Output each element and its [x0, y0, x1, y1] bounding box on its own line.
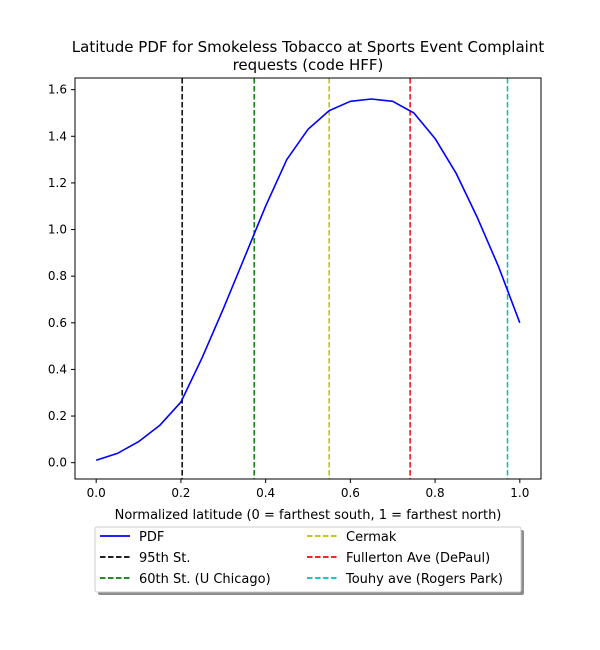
y-tick-label: 1.6 [48, 83, 67, 97]
x-tick-label: 0.4 [256, 486, 275, 500]
plot-area [95, 78, 521, 479]
y-tick-label: 0.4 [48, 362, 67, 376]
x-tick-label: 0.0 [87, 486, 106, 500]
x-tick-label: 0.8 [426, 486, 445, 500]
y-tick-label: 1.2 [48, 176, 67, 190]
legend-label-5: Touhy ave (Rogers Park) [345, 572, 503, 587]
y-tick-label: 1.4 [48, 129, 67, 143]
series-line-0 [95, 98, 521, 462]
legend-label-3: Cermak [346, 530, 397, 545]
x-tick-label: 0.6 [341, 486, 360, 500]
x-axis: 0.0 0.2 0.4 0.6 0.8 1.0 [87, 479, 529, 500]
y-tick-label: 0.8 [48, 269, 67, 283]
axes-frame [74, 77, 542, 480]
legend-label-4: Fullerton Ave (DePaul) [346, 551, 490, 566]
y-tick-label: 0.6 [48, 316, 67, 330]
legend-box [94, 526, 522, 593]
y-tick-label: 0.0 [48, 456, 67, 470]
legend-label-1: 95th St. [139, 551, 191, 566]
x-axis-label: Normalized latitude (0 = farthest south,… [115, 508, 502, 523]
legend-label-0: PDF [139, 530, 164, 545]
legend: PDF 95th St. 60th St. (U Chicago) Cermak Ful… [94, 526, 524, 595]
chart-title-line-1: Latitude PDF for Smokeless Tobacco at Sp… [72, 38, 545, 56]
x-tick-label: 0.2 [171, 486, 190, 500]
x-tick-label: 1.0 [510, 486, 529, 500]
chart-title-line-2: requests (code HFF) [233, 56, 384, 74]
y-tick-label: 1.0 [48, 223, 67, 237]
legend-label-2: 60th St. (U Chicago) [139, 572, 271, 587]
y-tick-label: 0.2 [48, 409, 67, 423]
y-axis: 0.0 0.2 0.4 0.6 0.8 1.0 1.2 1.4 1.6 [48, 83, 75, 470]
